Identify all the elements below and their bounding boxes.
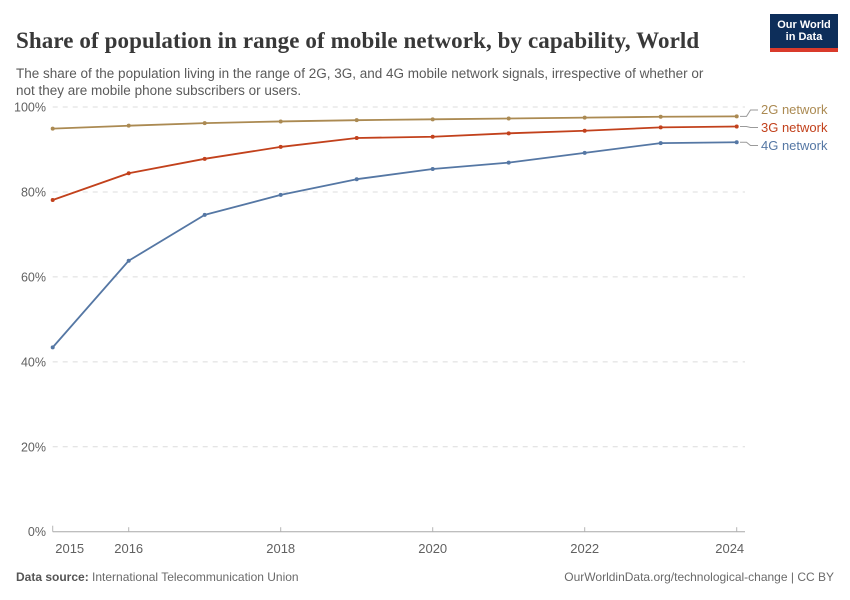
data-point[interactable] — [506, 160, 511, 165]
data-point[interactable] — [278, 192, 283, 197]
data-point[interactable] — [126, 171, 131, 176]
data-point[interactable] — [278, 119, 283, 124]
data-point[interactable] — [354, 177, 359, 182]
y-tick-label: 40% — [21, 355, 46, 369]
data-point[interactable] — [582, 115, 587, 120]
series-line-3g-network[interactable] — [51, 125, 738, 201]
data-point[interactable] — [50, 126, 55, 131]
data-point[interactable] — [734, 114, 739, 119]
y-tick-label: 100% — [14, 101, 46, 115]
x-tick-label: 2020 — [418, 541, 447, 556]
y-tick-label: 20% — [21, 440, 46, 454]
legend-item-4g-network[interactable]: 4G network — [761, 138, 828, 153]
data-point[interactable] — [658, 141, 663, 146]
legend-connector — [740, 141, 758, 146]
legend-item-2g-network[interactable]: 2G network — [761, 102, 828, 117]
data-point[interactable] — [50, 198, 55, 203]
data-point[interactable] — [506, 116, 511, 121]
y-tick-label: 0% — [28, 525, 46, 539]
data-point[interactable] — [430, 134, 435, 139]
legend-connector — [740, 109, 758, 117]
page-subtitle: The share of the population living in th… — [16, 65, 704, 99]
x-tick-label: 2016 — [114, 541, 143, 556]
data-point[interactable] — [734, 140, 739, 145]
chart-footer: Data source: International Telecommunica… — [16, 570, 834, 584]
footer-credit-link[interactable]: OurWorldinData.org/technological-change … — [564, 570, 834, 584]
owid-logo-text: Our World in Data — [777, 18, 831, 44]
x-tick-label: 2015 — [55, 541, 84, 556]
y-tick-label: 60% — [21, 270, 46, 284]
data-point[interactable] — [202, 212, 207, 217]
data-point[interactable] — [354, 136, 359, 141]
series-line-2g-network[interactable] — [51, 115, 738, 130]
legend-connector — [740, 126, 758, 128]
data-source: Data source: International Telecommunica… — [16, 570, 299, 584]
data-point[interactable] — [430, 167, 435, 172]
x-tick-label: 2018 — [266, 541, 295, 556]
series-line-4g-network[interactable] — [51, 141, 738, 349]
data-point[interactable] — [734, 124, 739, 129]
data-point[interactable] — [658, 125, 663, 130]
page-title: Share of population in range of mobile n… — [16, 28, 700, 54]
data-point[interactable] — [582, 128, 587, 133]
data-point[interactable] — [506, 131, 511, 136]
data-point[interactable] — [202, 121, 207, 126]
data-source-label: Data source: — [16, 570, 89, 584]
x-tick-label: 2024 — [715, 541, 744, 556]
owid-logo: Our World in Data — [770, 14, 838, 52]
data-source-value: International Telecommunication Union — [88, 570, 299, 584]
legend-item-3g-network[interactable]: 3G network — [761, 120, 828, 135]
data-point[interactable] — [582, 150, 587, 155]
data-point[interactable] — [50, 345, 55, 350]
data-point[interactable] — [430, 117, 435, 122]
y-tick-label: 80% — [21, 185, 46, 199]
data-point[interactable] — [126, 123, 131, 128]
data-point[interactable] — [658, 114, 663, 119]
data-point[interactable] — [202, 156, 207, 161]
data-point[interactable] — [278, 144, 283, 149]
data-point[interactable] — [126, 258, 131, 263]
x-tick-label: 2022 — [570, 541, 599, 556]
data-point[interactable] — [354, 118, 359, 123]
